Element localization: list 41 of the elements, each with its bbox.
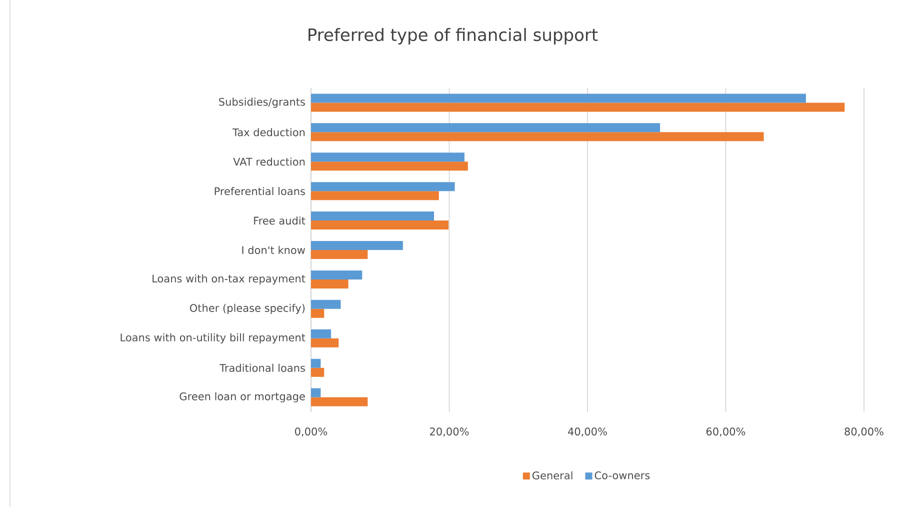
bar <box>311 308 324 318</box>
bar <box>311 250 368 260</box>
bar <box>311 329 332 338</box>
y-tick-label: Free audit <box>254 216 306 225</box>
bar <box>311 152 464 162</box>
y-tick-label: Subsidies/grants <box>219 98 305 108</box>
chart-title: Preferred type of financial support <box>308 28 598 44</box>
bar <box>311 368 324 377</box>
bar <box>311 270 362 280</box>
y-tick-label: Loans with on-tax repayment <box>152 274 306 285</box>
y-tick-label: Traditional loans <box>220 364 305 372</box>
bar <box>311 358 321 368</box>
y-tick-label: Tax deduction <box>232 128 305 136</box>
bar <box>311 212 434 221</box>
bar <box>311 191 439 200</box>
bar <box>311 123 660 132</box>
x-tick-label: 60,00% <box>706 428 746 437</box>
y-tick-label: I don't know <box>242 246 306 254</box>
y-tick-label: Other (please specify) <box>190 304 305 314</box>
bar <box>311 220 449 230</box>
y-tick-label: Green loan or mortgage <box>180 392 305 402</box>
bar <box>311 397 368 406</box>
bar <box>311 338 339 348</box>
bar <box>311 241 403 250</box>
y-tick-label: Loans with on-utility bill repayment <box>120 333 306 344</box>
y-tick-label: VAT reduction <box>233 158 305 166</box>
legend-label: General <box>532 471 572 480</box>
x-tick-label: 40,00% <box>568 428 607 437</box>
x-tick-label: 0,00% <box>295 428 328 437</box>
bar <box>311 162 468 171</box>
bar <box>311 279 348 288</box>
bar <box>311 94 806 103</box>
bar <box>311 102 845 112</box>
x-tick-label: 20,00% <box>430 428 469 437</box>
y-tick-label: Preferential loans <box>214 187 305 196</box>
bar <box>311 300 341 309</box>
legend-label: Co-owners <box>594 471 650 480</box>
x-tick-label: 80,00% <box>844 428 884 437</box>
bar <box>311 132 764 142</box>
bar <box>311 388 321 398</box>
bar <box>311 182 455 192</box>
